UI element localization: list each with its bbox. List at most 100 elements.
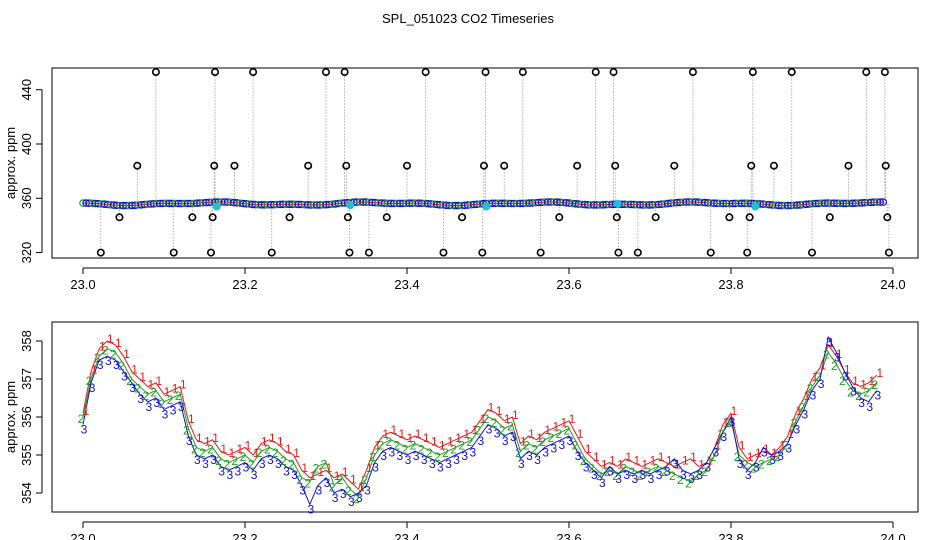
- series-1-marker: 1: [512, 408, 519, 422]
- x-tick-label: 23.2: [232, 531, 257, 540]
- series-3-marker: 3: [834, 350, 841, 364]
- series-1-marker: 1: [277, 435, 284, 449]
- bottom-panel: approx. ppm 23.0 23.2 23.4 23.6 23.8 24.0 354 3…: [3, 321, 919, 540]
- series-3-marker: 3: [397, 449, 404, 463]
- series-3-marker: 3: [559, 438, 566, 452]
- series-3-marker: 3: [753, 461, 760, 475]
- series-2-marker: 2: [588, 461, 595, 475]
- series-2-marker: 2: [377, 439, 384, 453]
- series-3-marker: 3: [137, 392, 144, 406]
- series-3-marker: 3: [785, 442, 792, 456]
- series-2-marker: 2: [799, 401, 806, 415]
- series-3-marker: 3: [267, 453, 274, 467]
- outlier-point: [807, 248, 816, 257]
- top-plot-frame: [51, 67, 919, 259]
- series-1-marker: 1: [836, 347, 843, 361]
- series-3-marker: 3: [356, 491, 363, 505]
- outlier-point: [206, 248, 215, 257]
- series-1-marker: 1: [480, 412, 487, 426]
- series-2-marker: 2: [402, 442, 409, 456]
- x-tick-label: 23.4: [394, 277, 419, 292]
- series-2-marker: 2: [580, 454, 587, 468]
- series-1-marker: 1: [561, 416, 568, 430]
- outlier-point: [614, 248, 623, 257]
- series-3-marker: 3: [388, 445, 395, 459]
- series-2-marker: 2: [547, 431, 554, 445]
- series-3-marker: 3: [121, 369, 128, 383]
- series-1-marker: 1: [666, 454, 673, 468]
- outlier-point: [745, 213, 754, 222]
- series-3-marker: 3: [850, 385, 857, 399]
- series-3-marker: 3: [842, 369, 849, 383]
- series-1-marker: 1: [787, 427, 794, 441]
- series-2-marker: 2: [596, 469, 603, 483]
- series-2-marker: 2: [628, 465, 635, 479]
- series-2-marker: 2: [418, 442, 425, 456]
- series-1-marker: 1: [423, 431, 430, 445]
- outlier-point: [536, 248, 545, 257]
- series-3-marker: 3: [607, 464, 614, 478]
- outlier-point: [342, 161, 351, 170]
- y-tick-label: 356: [19, 406, 34, 428]
- series-2-marker: 2: [248, 458, 255, 472]
- series-1-marker: 1: [447, 435, 454, 449]
- x-tick-label: 23.8: [718, 277, 743, 292]
- series-1-marker: 1: [714, 438, 721, 452]
- series-3-marker: 3: [307, 502, 314, 516]
- outlier-point: [747, 161, 756, 170]
- series-3-marker: 3: [291, 468, 298, 482]
- series-3-marker: 3: [461, 449, 468, 463]
- series-2-marker: 2: [264, 442, 271, 456]
- series-2-line: [82, 348, 878, 498]
- series-2-marker: 2: [321, 458, 328, 472]
- series-3-marker: 3: [429, 457, 436, 471]
- y-tick-label: 358: [19, 330, 34, 352]
- outlier-point: [208, 213, 217, 222]
- series-1-marker: 1: [804, 389, 811, 403]
- series-1-marker: 1: [293, 446, 300, 460]
- series-1-marker: 1: [471, 423, 478, 437]
- series-3-marker: 3: [445, 457, 452, 471]
- series-1-marker: 1: [690, 450, 697, 464]
- series-1-marker: 1: [633, 454, 640, 468]
- series-1-marker: 1: [528, 427, 535, 441]
- baseline-point: [876, 198, 885, 206]
- outlier-point: [267, 248, 276, 257]
- series-2-marker: 2: [718, 427, 725, 441]
- series-2-marker: 2: [815, 370, 822, 384]
- outlier-point: [481, 68, 490, 77]
- series-3-marker: 3: [251, 468, 258, 482]
- series-3-marker: 3: [453, 453, 460, 467]
- series-3-marker: 3: [737, 457, 744, 471]
- series-3-marker: 3: [518, 457, 525, 471]
- outlier-point: [670, 161, 679, 170]
- series-1-marker: 1: [212, 431, 219, 445]
- series-1-marker: 1: [334, 469, 341, 483]
- outlier-point: [402, 161, 411, 170]
- series-2-marker: 2: [288, 458, 295, 472]
- series-3-marker: 3: [696, 468, 703, 482]
- series-1-marker: 1: [431, 435, 438, 449]
- series-3-marker: 3: [226, 468, 233, 482]
- series-3-marker: 3: [510, 430, 517, 444]
- series-3-marker: 3: [502, 434, 509, 448]
- outlier-point: [769, 161, 778, 170]
- outlier-point: [883, 213, 892, 222]
- series-1-marker: 1: [309, 469, 316, 483]
- series-1-marker: 1: [407, 431, 414, 445]
- series-3-marker: 3: [802, 407, 809, 421]
- series-2-marker: 2: [564, 423, 571, 437]
- series-3-marker: 3: [866, 400, 873, 414]
- series-3-marker: 3: [178, 400, 185, 414]
- y-tick-label: 355: [19, 444, 34, 466]
- series-2-marker: 2: [134, 382, 141, 396]
- series-1-marker: 1: [698, 457, 705, 471]
- series-2-marker: 2: [693, 469, 700, 483]
- series-2-marker: 2: [620, 461, 627, 475]
- outlier-point: [345, 248, 354, 257]
- series-3-marker: 3: [640, 468, 647, 482]
- series-1-marker: 1: [496, 404, 503, 418]
- series-2-marker: 2: [272, 446, 279, 460]
- series-2-marker: 2: [256, 446, 263, 460]
